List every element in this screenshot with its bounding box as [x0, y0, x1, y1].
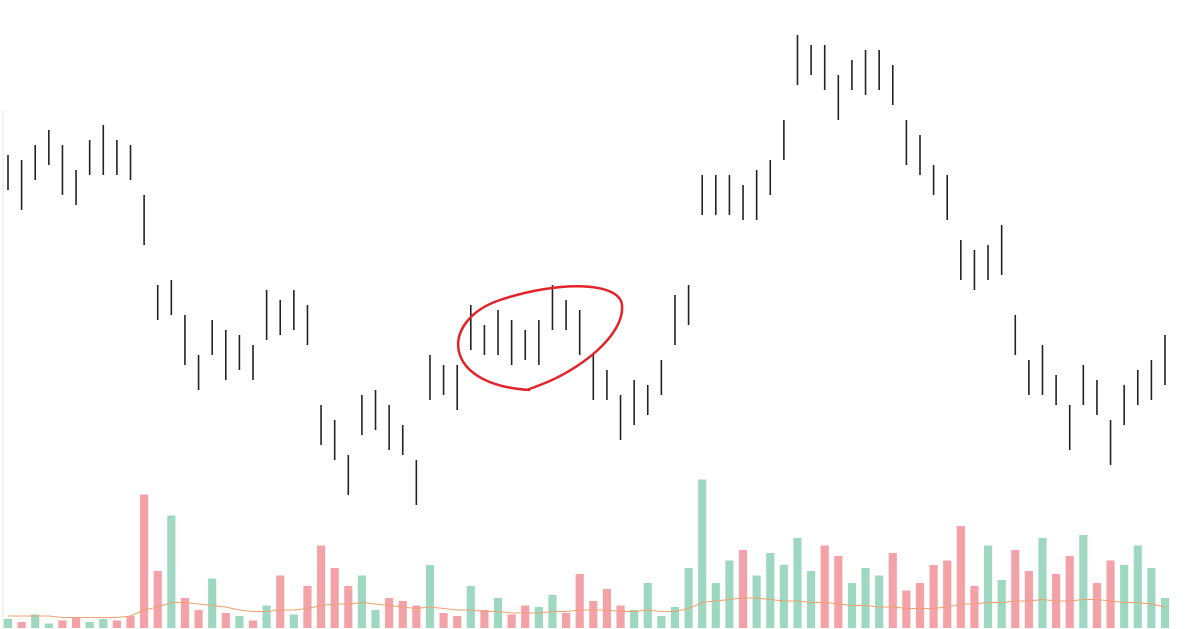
- volume-bar: [17, 622, 26, 628]
- volume-bar: [330, 568, 339, 628]
- volume-bar: [439, 613, 448, 628]
- volume-bar: [616, 605, 625, 628]
- volume-bar: [248, 620, 258, 628]
- volume-bar: [507, 614, 516, 628]
- volume-bar: [561, 613, 571, 628]
- volume-bar: [670, 607, 680, 628]
- volume-bar: [453, 616, 462, 628]
- volume-bar: [112, 620, 121, 628]
- volume-bar: [752, 575, 761, 628]
- volume-bar: [71, 617, 81, 628]
- volume-bar: [480, 610, 489, 628]
- volume-bar: [834, 556, 843, 628]
- volume-bar: [534, 607, 543, 628]
- volume-bar: [929, 565, 938, 628]
- volume-bar: [643, 583, 652, 628]
- volume-bar: [44, 623, 53, 628]
- volume-bar: [766, 553, 775, 628]
- volume-bar: [1079, 535, 1088, 628]
- volume-bar: [208, 578, 217, 628]
- volume-bar: [521, 605, 530, 628]
- volume-bar: [956, 526, 965, 628]
- volume-bar: [630, 610, 639, 628]
- volume-bar: [1038, 538, 1047, 628]
- volume-bar: [289, 614, 298, 628]
- volume-bar: [725, 560, 734, 628]
- volume-bar: [943, 560, 952, 628]
- volume-bar: [344, 586, 353, 628]
- volume-bar: [698, 479, 707, 628]
- volume-bar: [425, 565, 435, 628]
- volume-bar: [493, 598, 503, 628]
- volume-pane: [3, 479, 1170, 628]
- volume-bar: [875, 575, 884, 628]
- volume-bar: [357, 575, 366, 628]
- volume-bar: [466, 586, 475, 628]
- volume-ma-line: [8, 597, 1166, 618]
- volume-bar: [140, 494, 149, 628]
- volume-bar: [316, 545, 326, 628]
- volume-bar: [1065, 556, 1074, 628]
- volume-bar: [1106, 560, 1115, 628]
- volume-bar: [167, 515, 176, 628]
- volume-bar: [412, 605, 421, 628]
- volume-bar: [602, 589, 612, 628]
- volume-bar: [398, 601, 407, 628]
- price-pane: [7, 35, 1166, 505]
- volume-bar: [235, 616, 244, 628]
- volume-bar: [58, 620, 67, 628]
- volume-bar: [31, 614, 40, 628]
- volume-bar: [575, 574, 584, 628]
- volume-bar: [861, 568, 870, 628]
- volume-bar: [194, 610, 203, 628]
- volume-bar: [711, 583, 720, 628]
- volume-bar: [793, 538, 802, 628]
- volume-bar: [1120, 565, 1129, 628]
- volume-bar: [1024, 571, 1033, 628]
- volume-bar: [589, 601, 598, 628]
- volume-bar: [997, 580, 1006, 628]
- volume-bar: [1133, 545, 1142, 628]
- volume-bar: [221, 613, 230, 628]
- volume-bar: [779, 565, 788, 628]
- volume-bar: [820, 545, 829, 628]
- volume-bar: [738, 550, 748, 628]
- volume-bar: [684, 568, 693, 628]
- volume-bar: [180, 598, 190, 628]
- volume-bar: [902, 590, 911, 628]
- volume-bar: [262, 605, 271, 628]
- volume-bar: [1092, 583, 1102, 628]
- volume-bar: [3, 619, 13, 628]
- volume-bar: [1011, 550, 1020, 628]
- volume-bar: [807, 571, 816, 628]
- volume-bar: [153, 571, 162, 628]
- volume-bar: [303, 586, 312, 628]
- volume-bar: [915, 583, 925, 628]
- volume-bar: [385, 598, 394, 628]
- volume-bar: [126, 616, 135, 628]
- volume-bar: [888, 553, 897, 628]
- annotation-ellipse: [457, 285, 624, 392]
- volume-bar: [657, 616, 666, 628]
- volume-bar: [99, 619, 108, 628]
- volume-bar: [1160, 598, 1170, 628]
- volume-bar: [983, 545, 993, 628]
- volume-bar: [276, 575, 285, 628]
- volume-bar: [85, 622, 94, 628]
- volume-bar: [371, 610, 380, 628]
- volume-bar: [970, 586, 979, 628]
- volume-bar: [1147, 568, 1156, 628]
